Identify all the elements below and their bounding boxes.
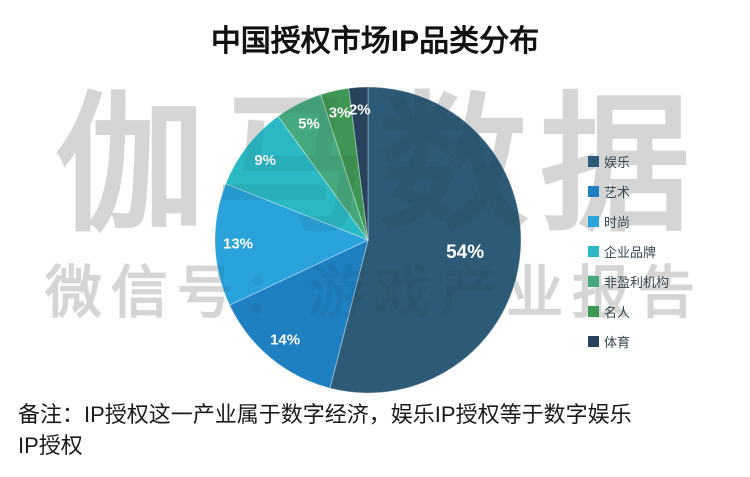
legend-item-4: 企业品牌 (588, 236, 669, 266)
legend-item-5: 非盈利机构 (588, 266, 669, 296)
legend-item-7: 体育 (588, 326, 669, 356)
legend-swatch-icon (588, 275, 599, 287)
legend-swatch-icon (588, 305, 599, 317)
pie-slice-label-5: 5% (298, 116, 320, 133)
legend-label: 企业品牌 (604, 244, 657, 260)
pie-slice-label-7: 2% (349, 102, 371, 119)
pie-slice-5 (277, 93, 369, 241)
pie-slice-7 (348, 86, 369, 241)
pie-slice-6 (320, 87, 369, 241)
pie-slice-label-2: 14% (270, 332, 300, 349)
legend: 娱乐艺术时尚企业品牌非盈利机构名人体育 (588, 146, 669, 356)
legend-label: 名人 (604, 304, 631, 320)
pie-slice-label-1: 54% (446, 242, 484, 263)
legend-item-6: 名人 (588, 296, 669, 326)
chart-title: 中国授权市场IP品类分布 (210, 25, 540, 58)
legend-item-2: 艺术 (588, 176, 669, 206)
legend-item-3: 时尚 (588, 206, 669, 236)
legend-label: 娱乐 (604, 154, 631, 170)
legend-label: 艺术 (604, 184, 631, 200)
pie-slice-3 (214, 183, 370, 306)
legend-label: 体育 (604, 334, 631, 350)
pie-slice-1 (329, 86, 522, 394)
pie-slice-label-4: 9% (254, 152, 276, 169)
pie-slice-2 (228, 239, 369, 389)
pie-slice-label-3: 13% (223, 236, 253, 253)
legend-swatch-icon (588, 155, 599, 167)
legend-swatch-icon (588, 185, 599, 197)
legend-swatch-icon (588, 245, 599, 257)
legend-label: 非盈利机构 (604, 274, 670, 290)
pie-slice-4 (225, 115, 370, 242)
legend-label: 时尚 (604, 214, 631, 230)
legend-item-1: 娱乐 (588, 146, 669, 176)
legend-swatch-icon (588, 215, 599, 227)
note-text: 备注：IP授权这一产业属于数字经济，娱乐IP授权等于数字娱乐IP授权 (18, 402, 632, 458)
legend-swatch-icon (588, 335, 599, 347)
pie-slice-label-6: 3% (329, 105, 351, 122)
